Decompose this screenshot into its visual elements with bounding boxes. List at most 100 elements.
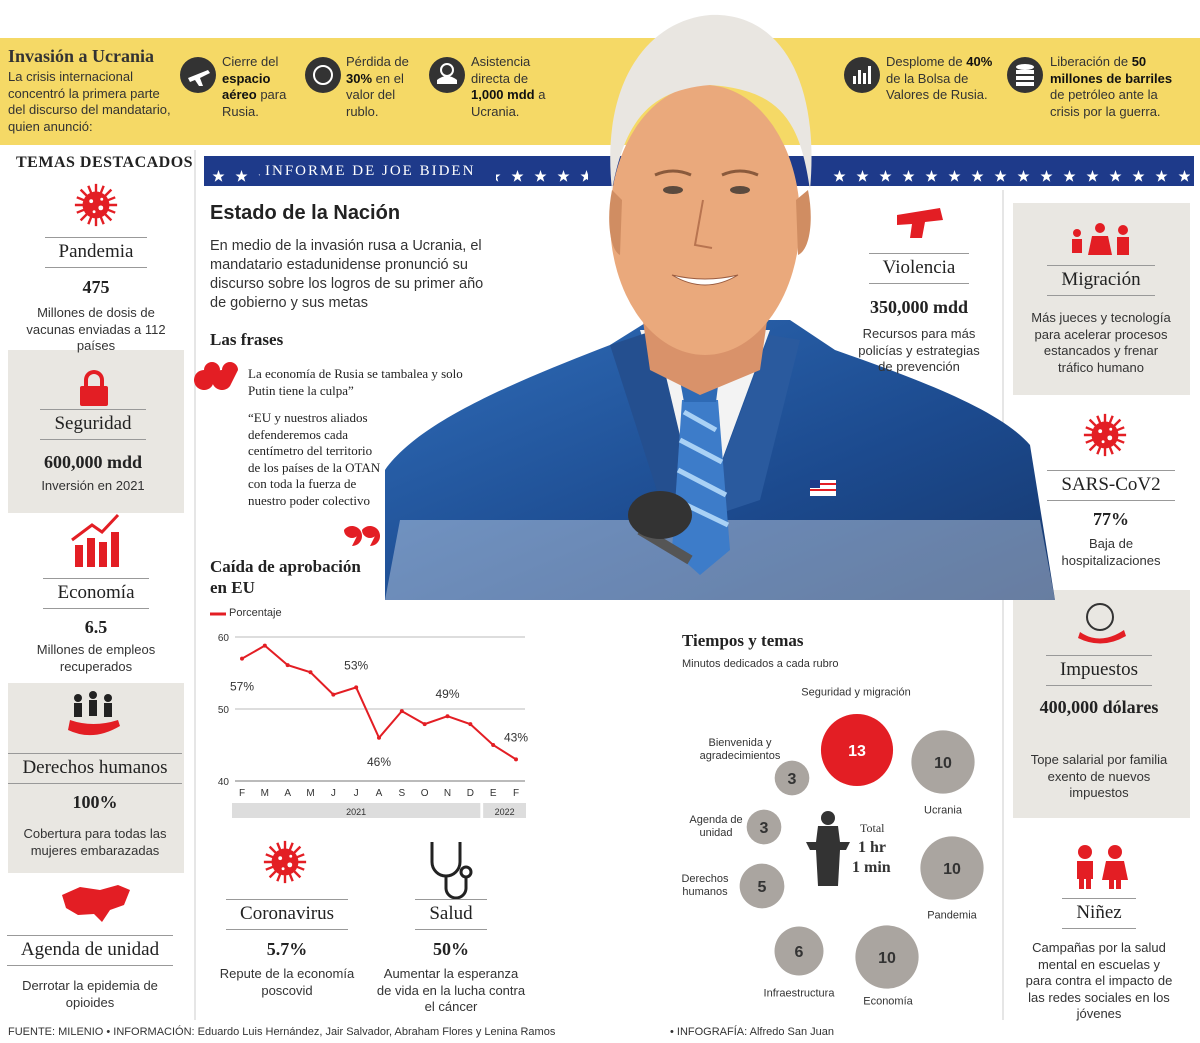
topic-name-box: Impuestos [1011,655,1187,686]
value-label: 53% [344,658,368,672]
bubble [739,863,785,909]
line [241,644,517,761]
value-label: 43% [504,730,528,744]
topic-text: Millones de empleos recuperados [36,642,156,674]
topic-name-box: Agenda de unidad [0,935,180,966]
chart-title: Tiempos y temas [682,631,804,650]
topic-name: Salud [415,899,487,930]
topic-name: Economía [43,578,149,609]
header-item: Pérdida de 30% en el valor del rublo. [346,54,414,120]
topics-title: TEMAS DESTACADOS [16,154,194,171]
x-tick-label: J [354,788,359,799]
bubble-label: Ucrania [924,804,962,817]
topic-text: Aumentar la esperanza de vida en la luch… [376,966,526,1014]
chart-subtitle: Minutos dedicados a cada rubro [682,658,839,670]
year-band [483,803,526,818]
bubble [855,925,919,989]
topic-text: Campañas por la salud mental en escuelas… [1025,940,1173,1021]
topic-figure: 350,000 mdd [869,297,968,317]
topic-name: Agenda de unidad [6,935,174,966]
point [331,692,336,697]
item-text: Desplome de [886,54,963,69]
bubble-value: 5 [758,879,767,896]
item-highlight: espacio aéreo [222,70,271,103]
legend-label: Porcentaje [229,607,282,619]
bubble-value: 13 [848,743,866,760]
point [491,743,496,747]
bubble [920,836,984,900]
header-item: Liberación de 50 millones de barriles de… [1050,54,1178,120]
year-label: 2022 [495,807,515,817]
total-hours: 1 hr [858,839,886,856]
topic-name-box: Coronavirus [202,899,372,930]
topic-name: Violencia [868,253,970,284]
banner-stars [830,155,1190,187]
bubble-value: 6 [795,944,804,961]
topic-text: Cobertura para todas las mujeres embaraz… [23,826,167,858]
topic-figure: 50% [433,939,469,959]
point [354,685,359,690]
topic-figure: 6.5 [84,617,108,637]
header-icon-glyphs [188,63,1034,86]
bubble [774,760,810,796]
point [514,757,518,762]
topic-name-box: Derechos humanos [5,753,185,784]
footer-credit: • INFOGRAFÍA: Alfredo San Juan [670,1026,835,1038]
header-title: Invasión a Ucrania [8,46,155,66]
total-label: Total [860,821,885,835]
bubble [746,809,782,845]
topic-name: Pandemia [44,237,148,268]
item-text: en el valor del rublo. [346,70,404,119]
x-tick-label: M [306,788,314,799]
value-label: 57% [230,680,254,694]
total-minutes: 1 min [852,859,891,876]
x-tick-label: A [284,788,291,799]
footer-source: FUENTE: MILENIO • INFORMACIÓN: Eduardo L… [8,1026,556,1038]
header-item: Asistencia directa de 1,000 mdd a Ucrani… [471,54,549,120]
banner-stars [496,155,588,187]
topic-figure: 475 [82,277,110,297]
bubble-label: Derechos humanos [681,873,729,898]
x-tick-label: F [239,788,245,799]
quote: “EU y nuestros aliados defenderemos cada… [248,410,381,508]
item-text: para Rusia. [222,87,287,119]
bubble-value: 10 [878,950,896,967]
topic-icons [62,182,1129,922]
item-highlight: 30% [346,70,373,86]
item-text: Asistencia directa de [471,54,531,86]
point [468,722,473,727]
bubble-value: 10 [934,755,952,772]
topic-figure: 400,000 dólares [1039,697,1159,717]
header-text: La crisis internacional concentró la pri… [8,69,171,134]
topic-name: Derechos humanos [8,753,182,784]
x-tick-label: A [376,788,383,799]
intro-text: En medio de la invasión rusa a Ucrania, … [210,238,484,311]
header-item: Desplome de 40% de la Bolsa de Valores d… [886,54,994,104]
topic-text: Derrotar la epidemia de opioides [22,978,158,1010]
bubble-label: Agenda de unidad [689,814,743,839]
topic-name: Impuestos [1045,655,1153,686]
bubble [820,713,894,787]
topic-text: Recursos para más policías y estrategias… [858,326,980,374]
point [308,670,313,675]
topic-name-box: Pandemia [6,237,186,268]
topic-figure: 100% [72,792,118,812]
bubble-label: Economía [863,995,913,1008]
topic-figure: 5.7% [266,939,308,959]
topic-figure: 600,000 mdd [43,452,142,472]
banner-stars [208,155,260,187]
topic-name: Coronavirus [226,899,348,930]
point [262,643,267,648]
item-text: Pérdida de [346,54,409,69]
year-band [232,803,481,818]
point [285,663,290,668]
bubble-value: 10 [943,861,961,878]
x-tick-label: J [331,788,336,799]
bubble-label: Seguridad y migración [801,686,911,699]
item-text: Liberación de [1050,54,1129,69]
point [240,656,244,661]
chart-title: Caída de aprobación en EU [210,557,361,597]
x-tick-label: N [444,788,451,799]
topic-name: Seguridad [40,409,146,440]
